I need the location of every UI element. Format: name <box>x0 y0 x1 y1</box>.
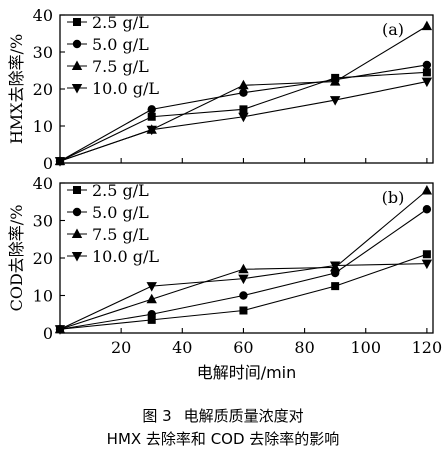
y-axis-label: COD去除率/% <box>7 205 26 312</box>
legend-label: 7.5 g/L <box>92 57 149 76</box>
legend-label: 5.0 g/L <box>92 35 149 54</box>
legend-marker <box>71 252 83 262</box>
y-tick-label: 40 <box>33 174 53 193</box>
data-point <box>329 96 341 106</box>
series-10-0-g-L <box>54 259 433 335</box>
legend-label: 2.5 g/L <box>92 13 149 32</box>
chart-panel-b: 0 10 20 30 40 20 40 60 80 100 120 COD去除率/% (b) 电解时间/m… <box>7 174 442 382</box>
y-axis-label: HMX去除率/% <box>7 34 26 144</box>
legend-label: 10.0 g/L <box>92 79 159 98</box>
legend-marker <box>72 207 82 217</box>
figure-title: 电解质质量浓度对 <box>183 407 304 425</box>
x-tick-label: 120 <box>412 338 443 357</box>
legend-item: 7.5 g/L <box>67 225 149 244</box>
panel-label: (b) <box>382 188 405 207</box>
data-point <box>421 185 433 195</box>
x-tick-label: 80 <box>294 338 314 357</box>
x-axis-label: 电解时间/min <box>197 363 297 382</box>
figure: 0 10 20 30 40 HMX去除率/% (a) 2.5 g/L 5.0 g/L 7.5 g/… <box>7 6 442 382</box>
legend-marker <box>71 60 83 70</box>
chart-panel-a: 0 10 20 30 40 HMX去除率/% (a) 2.5 g/L 5.0 g/L 7.5 g/… <box>7 6 434 173</box>
legend-label: 5.0 g/L <box>92 203 149 222</box>
figure-number: 图 3 <box>142 407 172 425</box>
legend-item: 2.5 g/L <box>67 13 149 32</box>
data-point <box>147 112 156 121</box>
data-point <box>421 20 433 31</box>
data-point <box>422 250 431 259</box>
legend-marker <box>71 84 83 94</box>
y-tick-label: 20 <box>33 249 53 268</box>
data-point <box>422 60 432 70</box>
data-point <box>146 282 157 292</box>
legend-item: 2.5 g/L <box>67 181 149 200</box>
data-point <box>329 261 341 271</box>
data-point <box>147 105 156 114</box>
y-tick-label: 30 <box>33 43 53 62</box>
x-tick-label: 60 <box>233 338 253 357</box>
legend-marker <box>72 39 82 49</box>
data-point <box>54 325 66 335</box>
data-point <box>147 310 156 319</box>
data-point <box>421 77 433 88</box>
legend-item: 7.5 g/L <box>67 57 149 76</box>
y-tick-label: 30 <box>33 212 53 231</box>
series-5-0-g-L <box>55 205 432 334</box>
data-point <box>238 112 249 123</box>
legend-marker <box>71 228 83 238</box>
y-tick-label: 0 <box>43 154 53 173</box>
x-tick-label: 20 <box>111 338 131 357</box>
data-point <box>422 68 431 77</box>
data-point <box>146 293 157 304</box>
data-point <box>238 263 249 274</box>
data-point <box>238 79 249 90</box>
data-point <box>239 88 248 97</box>
legend-marker <box>73 18 81 26</box>
y-tick-label: 0 <box>43 324 53 343</box>
data-point <box>329 76 341 86</box>
data-point <box>146 125 157 136</box>
data-point <box>239 105 248 114</box>
legend-marker <box>73 186 81 194</box>
legend: 2.5 g/L 5.0 g/L 7.5 g/L 10.0 g/L <box>67 181 159 266</box>
data-point <box>331 282 340 291</box>
y-tick-label: 10 <box>33 117 53 136</box>
x-tick-label: 40 <box>172 338 192 357</box>
panel-label: (a) <box>382 20 404 39</box>
legend-label: 7.5 g/L <box>92 225 149 244</box>
x-tick-label: 100 <box>350 338 381 357</box>
legend-item: 5.0 g/L <box>67 203 149 222</box>
figure-caption-line-2: HMX 去除率和 COD 去除率的影响 <box>106 430 340 448</box>
data-point <box>147 315 156 324</box>
y-tick-label: 40 <box>33 6 53 25</box>
y-tick-label: 10 <box>33 287 53 306</box>
data-point <box>238 274 249 285</box>
data-point <box>54 157 66 167</box>
figure-caption-line-1: 图 3 电解质质量浓度对 <box>0 405 446 426</box>
y-tick-label: 20 <box>33 80 53 99</box>
data-point <box>421 259 433 270</box>
data-point <box>239 306 248 315</box>
series-10-0-g-L <box>54 77 433 167</box>
legend: 2.5 g/L 5.0 g/L 7.5 g/L 10.0 g/L <box>67 13 159 98</box>
data-point <box>422 205 432 214</box>
legend-item: 10.0 g/L <box>67 79 159 98</box>
legend-item: 10.0 g/L <box>67 247 159 266</box>
legend-item: 5.0 g/L <box>67 35 149 54</box>
data-point <box>239 291 248 300</box>
legend-label: 10.0 g/L <box>92 247 159 266</box>
legend-label: 2.5 g/L <box>92 181 149 200</box>
